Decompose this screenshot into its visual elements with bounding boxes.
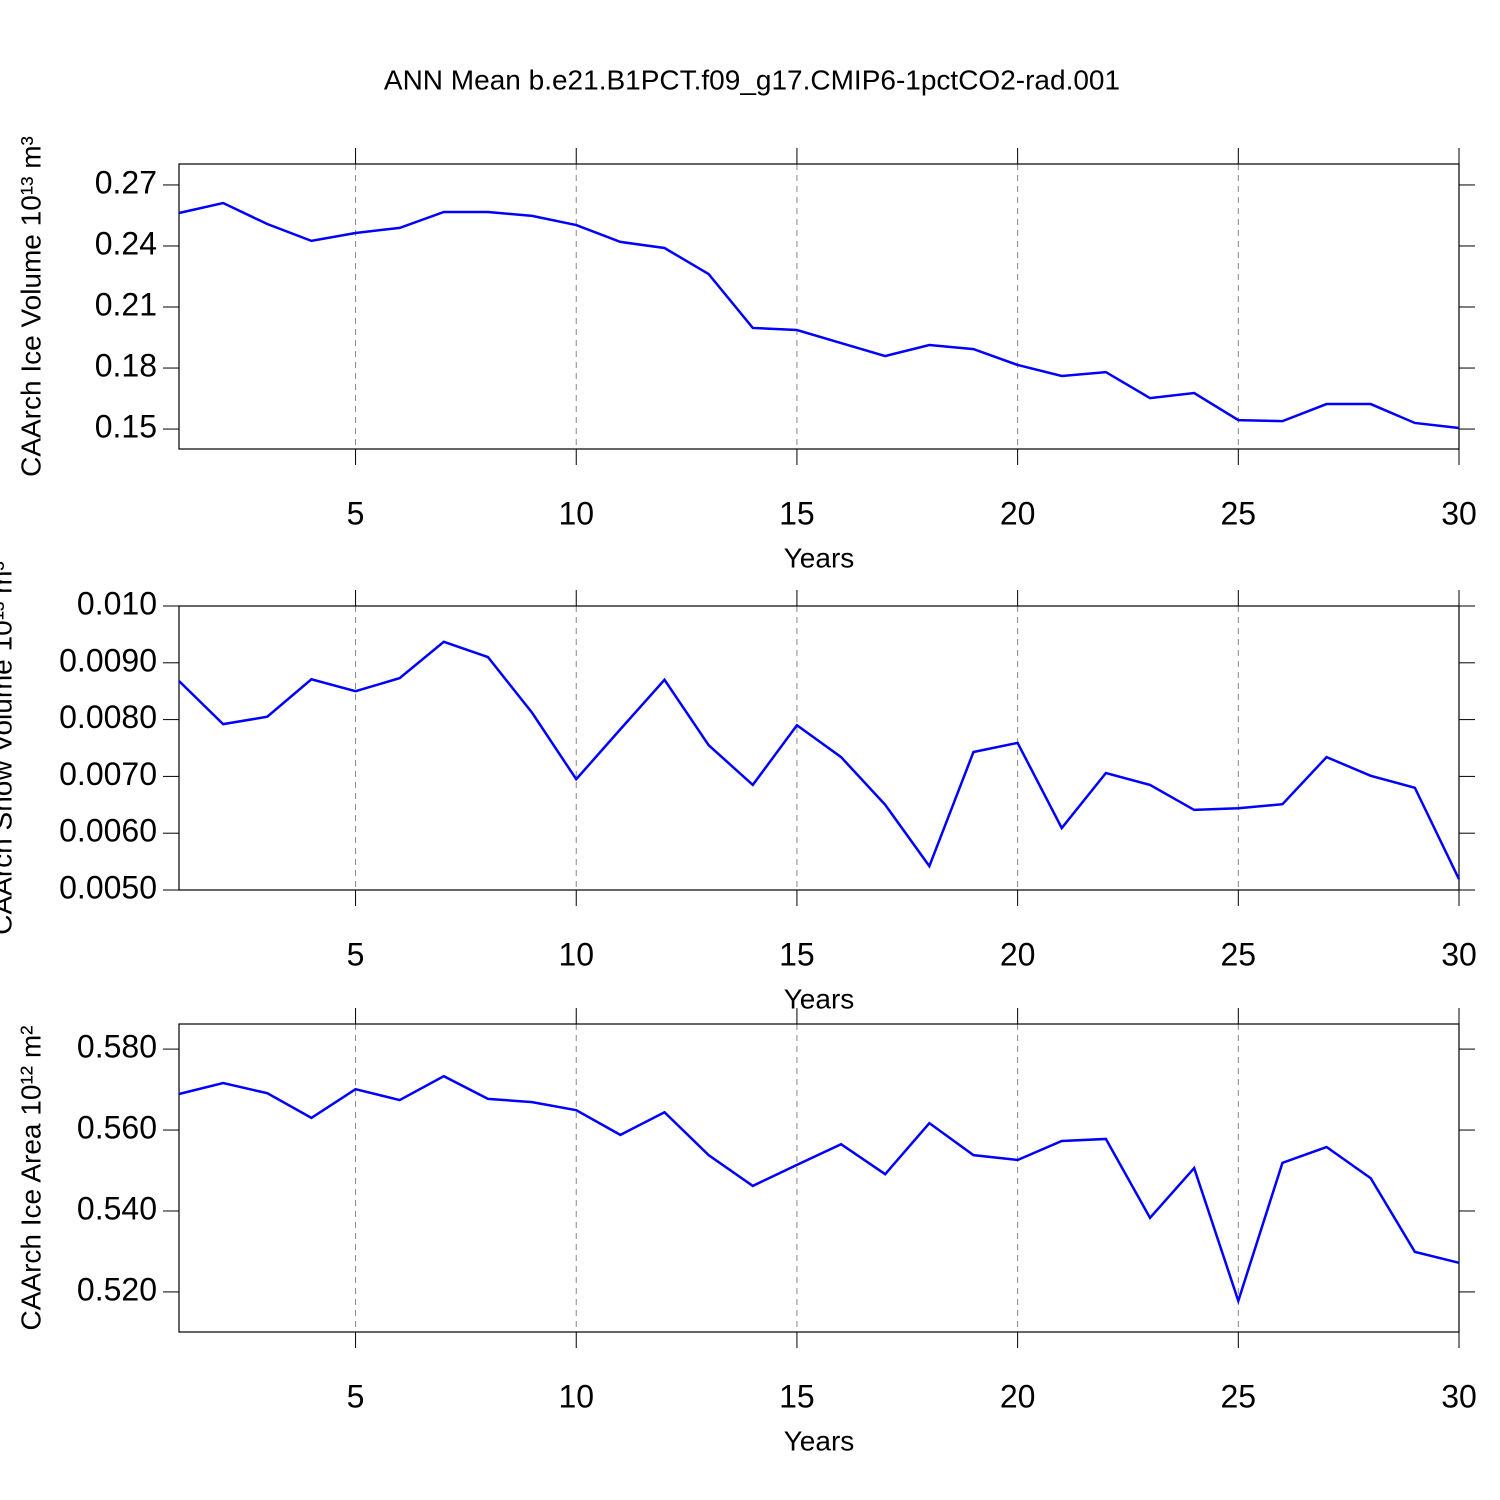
figure-title: ANN Mean b.e21.B1PCT.f09_g17.CMIP6-1pctC… xyxy=(384,64,1120,95)
data-line xyxy=(178,1074,1460,1305)
x-tick-label: 10 xyxy=(558,936,594,972)
x-axis-label: Years xyxy=(784,983,855,1014)
y-tick-label: 0.0080 xyxy=(59,699,157,735)
y-tick-label: 0.580 xyxy=(77,1029,157,1065)
x-tick-label: 15 xyxy=(779,1378,815,1414)
x-tick-label: 15 xyxy=(779,936,815,972)
x-tick-label: 15 xyxy=(779,495,815,531)
x-tick-label: 10 xyxy=(558,495,594,531)
y-tick-label: 0.0070 xyxy=(59,756,157,792)
y-tick-label: 0.24 xyxy=(95,225,157,261)
x-tick-label: 10 xyxy=(558,1378,594,1414)
plot-frame xyxy=(178,605,1460,891)
y-axis-label: CAArch Ice Area 10¹² m² xyxy=(15,1026,46,1331)
y-tick-label: 0.27 xyxy=(95,164,157,200)
x-tick-label: 5 xyxy=(347,495,365,531)
y-tick-label: 0.18 xyxy=(95,347,157,383)
y-tick-label: 0.21 xyxy=(95,286,157,322)
x-tick-label: 20 xyxy=(1000,495,1036,531)
x-tick-label: 25 xyxy=(1221,936,1257,972)
y-tick-label: 0.0060 xyxy=(59,813,157,849)
y-tick-label: 0.540 xyxy=(77,1190,157,1226)
y-tick-label: 0.0090 xyxy=(59,642,157,678)
x-tick-label: 25 xyxy=(1221,495,1257,531)
x-tick-label: 20 xyxy=(1000,1378,1036,1414)
y-tick-label: 0.0050 xyxy=(59,869,157,905)
y-axis-label: CAArch Snow Volume 10¹³ m³ xyxy=(0,561,17,934)
data-line xyxy=(178,201,1460,430)
x-axis-label: Years xyxy=(784,542,855,573)
y-axis-label: CAArch Ice Volume 10¹³ m³ xyxy=(15,136,46,477)
x-tick-label: 5 xyxy=(347,1378,365,1414)
plot-frame xyxy=(178,163,1460,450)
x-axis-label: Years xyxy=(784,1425,855,1456)
x-tick-label: 30 xyxy=(1441,495,1477,531)
x-tick-label: 30 xyxy=(1441,936,1477,972)
plot-frame xyxy=(178,1023,1460,1333)
x-tick-label: 20 xyxy=(1000,936,1036,972)
x-tick-label: 5 xyxy=(347,936,365,972)
x-tick-label: 25 xyxy=(1221,1378,1257,1414)
y-tick-label: 0.010 xyxy=(77,585,157,621)
x-tick-label: 30 xyxy=(1441,1378,1477,1414)
data-line xyxy=(178,640,1461,880)
y-tick-label: 0.15 xyxy=(95,409,157,445)
y-tick-label: 0.560 xyxy=(77,1109,157,1145)
y-tick-label: 0.520 xyxy=(77,1271,157,1307)
